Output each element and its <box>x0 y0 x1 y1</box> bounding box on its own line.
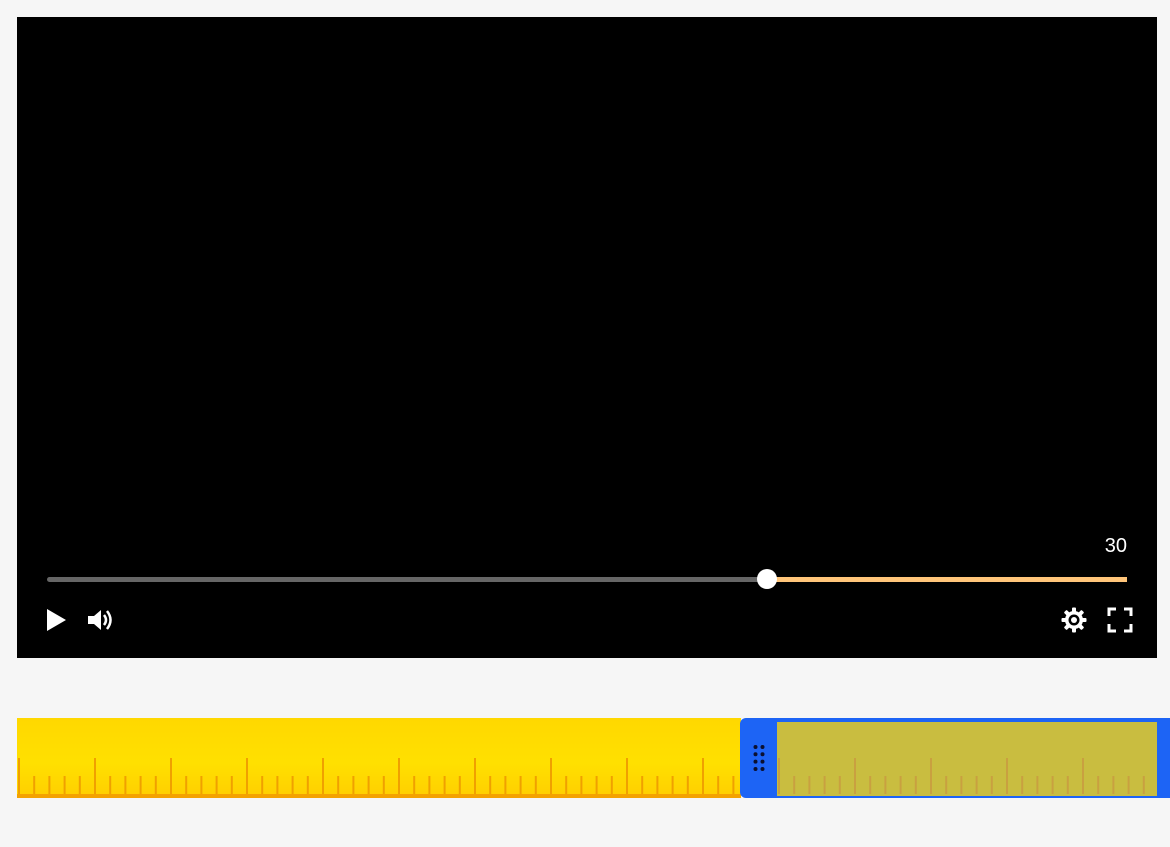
gear-icon <box>1061 607 1087 633</box>
selected-ruler <box>778 758 1145 794</box>
settings-button[interactable] <box>1059 605 1089 635</box>
timeline-selection[interactable] <box>740 718 1170 798</box>
timeline-ruler <box>18 758 735 794</box>
play-icon <box>47 609 66 631</box>
play-button[interactable] <box>41 605 71 635</box>
fullscreen-button[interactable] <box>1105 605 1135 635</box>
fullscreen-icon <box>1107 607 1133 633</box>
drag-handle-icon <box>753 745 764 771</box>
video-player[interactable]: 30 <box>17 17 1157 658</box>
time-label: 30 <box>1104 535 1127 557</box>
timeline-strip <box>17 718 741 798</box>
seek-played <box>47 577 767 582</box>
seek-remaining <box>767 577 1127 582</box>
volume-button[interactable] <box>85 605 115 635</box>
seek-thumb[interactable] <box>757 569 777 589</box>
timeline[interactable] <box>17 718 1170 798</box>
seek-bar[interactable] <box>47 569 1127 589</box>
volume-icon <box>88 610 112 630</box>
selected-strip <box>777 722 1157 796</box>
selection-handle[interactable] <box>740 718 777 798</box>
